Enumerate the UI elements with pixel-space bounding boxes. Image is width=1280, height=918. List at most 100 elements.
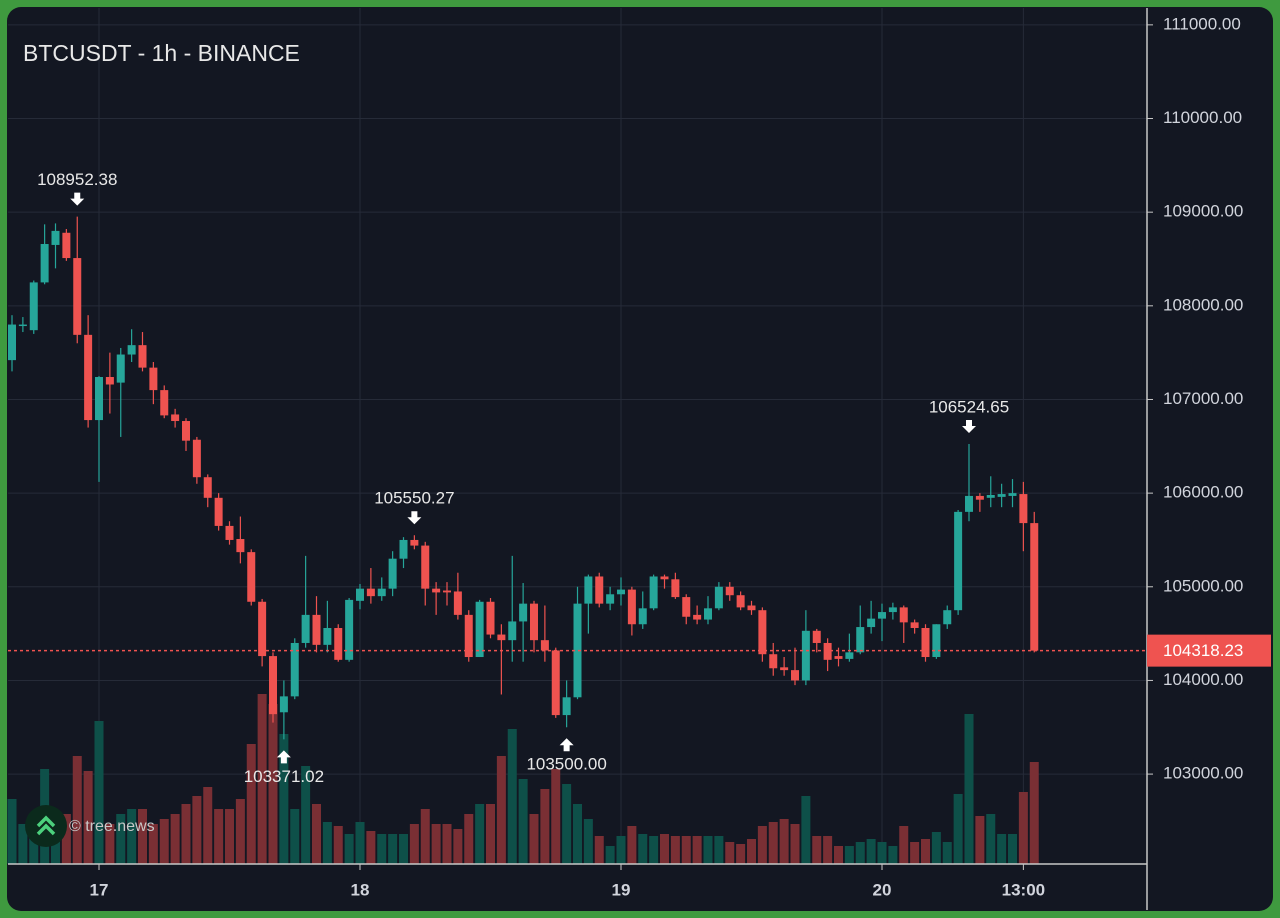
volume-bar (888, 846, 898, 864)
volume-bar (214, 809, 224, 864)
candle-body (954, 511, 963, 611)
annotation-label: 105550.27 (374, 489, 454, 508)
candle-body (95, 376, 103, 421)
volume-bar (768, 822, 778, 864)
y-tick-label: 105000.00 (1163, 576, 1243, 595)
candle-body (192, 439, 201, 478)
volume-bar (138, 809, 147, 864)
annotation-label: 108952.38 (37, 170, 117, 189)
candle-body (323, 627, 332, 645)
candle-body (421, 545, 430, 589)
volume-bar (475, 804, 485, 864)
candle-body (236, 539, 245, 553)
volume-bar (986, 814, 996, 864)
candle-body (225, 525, 234, 540)
candle-body (149, 367, 158, 391)
volume-bar (507, 729, 517, 864)
x-tick-label: 20 (873, 880, 892, 899)
candle-body (171, 414, 180, 422)
candle-body (801, 630, 810, 681)
candle-body (443, 590, 451, 593)
candle-body (812, 630, 821, 643)
candle-body (867, 618, 876, 628)
volume-bar (529, 814, 539, 864)
chart-title: BTCUSDT - 1h - BINANCE (23, 40, 300, 66)
volume-bar (616, 836, 626, 864)
volume-bar (235, 799, 245, 864)
volume-bar (464, 814, 474, 864)
volume-bar (910, 842, 920, 864)
candle-body (464, 614, 473, 658)
candle-body (856, 627, 865, 653)
candle-body (888, 607, 897, 613)
candle-body (312, 614, 321, 645)
volume-bar (399, 834, 408, 864)
candle-body (1030, 523, 1039, 651)
last-price-label: 104318.23 (1163, 641, 1243, 660)
candle-body (182, 421, 190, 441)
volume-bar (855, 842, 865, 864)
volume-bar (246, 744, 256, 864)
volume-bar (931, 832, 941, 864)
volume-bar (312, 804, 321, 864)
volume-bar (94, 721, 104, 864)
logo-chevrons (36, 815, 56, 836)
volume-bar (714, 836, 724, 864)
volume-bar (268, 704, 278, 864)
y-tick-label: 108000.00 (1163, 295, 1243, 314)
volume-bar (279, 734, 289, 864)
candle-body (377, 588, 386, 597)
annotation-arrow (559, 738, 574, 752)
candle-body (214, 497, 223, 526)
volume-bar (638, 834, 648, 864)
volume-bar (964, 714, 974, 864)
volume-bar (562, 784, 572, 864)
volume-bar (747, 839, 756, 864)
candle-body (432, 588, 441, 593)
volume-bar (105, 824, 115, 864)
volume-bar (942, 842, 952, 864)
watermark: © tree.news (69, 818, 155, 835)
candle-body (258, 601, 267, 657)
candle-body (986, 495, 995, 498)
volume-bar (779, 819, 789, 864)
volume-bar (703, 836, 713, 864)
volume-bar (997, 834, 1007, 864)
candle-body (127, 345, 136, 355)
candle-body (8, 324, 16, 361)
x-tick-label: 17 (90, 880, 109, 899)
volume-bar (921, 839, 930, 864)
candle-body (203, 477, 212, 498)
volume-bar (757, 826, 767, 864)
volume-bar (594, 836, 604, 864)
volume-bar (725, 842, 735, 864)
volume-bar (627, 826, 637, 864)
y-tick-label: 111000.00 (1163, 14, 1241, 33)
volume-bar (442, 824, 452, 864)
x-tick-label: 19 (612, 880, 631, 899)
candle-body (388, 558, 397, 589)
volume-bar (127, 809, 137, 864)
candle-body (965, 495, 973, 512)
candle-body (791, 670, 799, 681)
candle-body (899, 607, 908, 623)
volume-bar (83, 771, 93, 864)
candle-body (693, 614, 702, 620)
volume-bar (551, 769, 561, 864)
candle-body (105, 376, 114, 385)
candle-body (366, 588, 375, 597)
candle-body (595, 576, 604, 604)
candle-body (138, 345, 147, 368)
volume-bar (7, 799, 17, 864)
candle-body (878, 612, 886, 619)
volume-bar (1008, 834, 1017, 864)
y-tick-label: 110000.00 (1163, 108, 1242, 127)
x-tick-label: 18 (351, 880, 370, 899)
candle-body (606, 594, 615, 604)
candle-body (747, 605, 756, 611)
candle-body (845, 652, 854, 659)
candle-body (1008, 493, 1017, 496)
volume-bar (148, 824, 158, 864)
volume-bar (1018, 792, 1028, 864)
